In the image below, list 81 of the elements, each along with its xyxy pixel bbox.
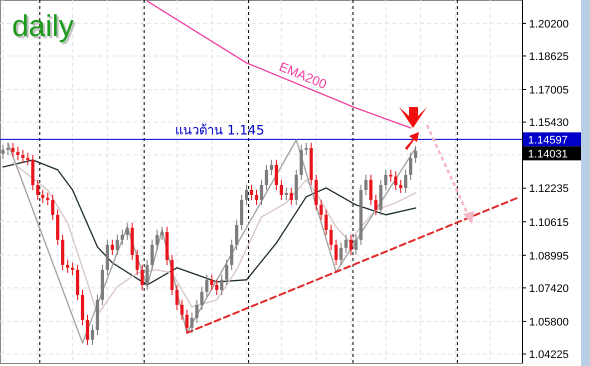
candlestick [349, 234, 353, 256]
candlestick [354, 234, 358, 256]
candlestick [344, 234, 348, 254]
y-tick-label: 1.05800 [529, 316, 569, 328]
y-tick-label: 1.10615 [529, 216, 569, 229]
y-tick-label: 1.04225 [529, 348, 569, 361]
candlestick [36, 179, 40, 201]
candlestick [270, 159, 274, 176]
candlestick [195, 299, 198, 324]
candlestick [225, 259, 228, 286]
candlestick [41, 189, 44, 204]
y-tick-label: 1.07420 [529, 282, 569, 295]
line-series [12, 162, 416, 316]
line-series [2, 159, 416, 286]
candlestick [260, 179, 264, 206]
candlestick [274, 159, 278, 191]
candlestick [384, 169, 388, 191]
candlestick [51, 194, 54, 220]
y-tick-label: 1.17005 [529, 84, 569, 97]
candlestick [364, 174, 368, 196]
candlestick [324, 209, 328, 236]
candlestick [126, 222, 129, 241]
candlestick [210, 274, 214, 291]
candlestick [389, 169, 392, 182]
candlestick [46, 192, 50, 206]
candlestick [155, 229, 159, 250]
y-tick-label: 1.08995 [529, 250, 569, 262]
candlestick [90, 324, 94, 346]
chart-title: daily [12, 10, 74, 43]
candlestick [146, 259, 149, 291]
candlestick [136, 249, 139, 276]
candlestick [284, 187, 288, 201]
candlestick [200, 286, 204, 311]
candlestick [374, 194, 378, 216]
ref-line-label: แนวต้าน 1.145 [175, 123, 264, 138]
candlestick [320, 199, 323, 220]
y-tick-label: 1.15430 [529, 117, 569, 130]
candlestick [180, 299, 184, 320]
candlestick [250, 184, 254, 201]
candlestick [11, 142, 15, 158]
candlestick [290, 187, 293, 206]
y-tick-label: 1.20200 [529, 18, 569, 30]
candlestick [110, 239, 114, 256]
text: 1.14597 [528, 134, 568, 146]
candlestick [220, 274, 224, 296]
candlestick [304, 142, 308, 156]
candlestick [190, 312, 194, 334]
candlestick [394, 170, 398, 191]
candlestick [414, 145, 418, 164]
candlestick [86, 314, 90, 346]
candlestick [409, 152, 412, 181]
candlestick [215, 279, 218, 296]
candlestick [244, 184, 248, 206]
candlestick [26, 152, 30, 166]
candlestick [150, 239, 154, 271]
candlestick [230, 239, 234, 271]
candlestick [160, 226, 164, 241]
candlestick [235, 219, 238, 250]
y-tick-label: 1.18625 [529, 50, 569, 63]
candlestick [329, 224, 333, 250]
candlestick [116, 234, 119, 256]
candlestick [140, 264, 144, 291]
candlestick [16, 146, 20, 161]
text: 1.14031 [528, 148, 568, 160]
candlestick [120, 229, 124, 246]
candlestick [6, 142, 10, 156]
candlestick [175, 284, 179, 311]
y-tick-label: 1.12235 [529, 183, 569, 196]
candlestick [264, 164, 268, 191]
candlestick [185, 309, 189, 334]
candlestick [399, 179, 402, 194]
candlestick [66, 259, 70, 274]
candlestick [70, 262, 74, 276]
candlestick [334, 239, 338, 266]
candlestick [339, 242, 343, 266]
candlestick [205, 274, 208, 298]
candlestick [404, 169, 408, 194]
candlestick [21, 149, 24, 164]
candlestick [280, 179, 283, 201]
candlestick [369, 174, 372, 206]
candlestick [254, 189, 258, 206]
